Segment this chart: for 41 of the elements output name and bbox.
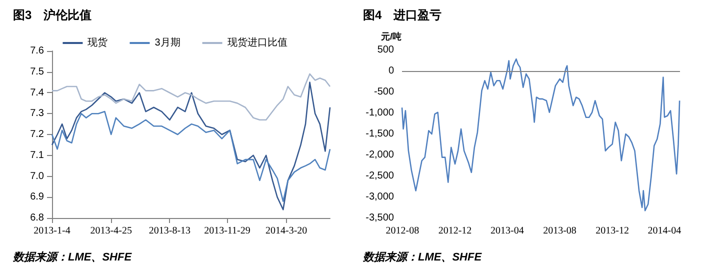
y-tick-label: -1,500 bbox=[366, 128, 394, 140]
y-axis-title: 元/吨 bbox=[380, 32, 402, 42]
x-tick-label: 2013-08 bbox=[543, 226, 576, 236]
y-tick-label: 7.1 bbox=[30, 150, 44, 161]
y-tick-label: -1,000 bbox=[366, 108, 394, 118]
chart-title: 图4 进口盈亏 bbox=[363, 8, 442, 22]
x-tick-label: 2013-11-29 bbox=[204, 226, 250, 236]
y-tick-label: 7.2 bbox=[30, 129, 44, 140]
x-tick-label: 2012-12 bbox=[438, 226, 472, 236]
line-series bbox=[401, 58, 680, 212]
x-tick-label: 2013-12 bbox=[596, 226, 630, 236]
legend-label: 现货 bbox=[88, 36, 108, 48]
source-note: 数据来源：LME、SHFE bbox=[362, 250, 482, 264]
y-tick-label: 6.8 bbox=[30, 212, 44, 224]
x-tick-label: 2013-8-13 bbox=[148, 226, 191, 236]
legend-label: 3月期 bbox=[154, 36, 180, 48]
y-tick-label: 0 bbox=[388, 66, 394, 76]
y-tick-label: -3,000 bbox=[366, 192, 394, 202]
x-tick-label: 2013-4-25 bbox=[90, 226, 132, 236]
y-tick-label: -2,000 bbox=[366, 150, 394, 160]
line-series bbox=[51, 82, 331, 210]
y-tick-label: 500 bbox=[377, 44, 394, 56]
y-tick-label: 7.3 bbox=[30, 108, 44, 120]
x-tick-label: 2014-3-20 bbox=[265, 226, 308, 236]
line-series bbox=[51, 110, 331, 202]
x-tick-label: 2013-1-4 bbox=[34, 226, 70, 236]
legend-label: 现货进口比值 bbox=[227, 36, 288, 48]
x-tick-label: 2012-08 bbox=[386, 226, 420, 236]
y-tick-label: -2,500 bbox=[366, 170, 394, 182]
y-tick-label: 6.9 bbox=[30, 192, 44, 203]
y-tick-label: -3,500 bbox=[366, 212, 394, 224]
chart-title: 图3 沪伦比值 bbox=[13, 8, 92, 22]
y-tick-label: 7.0 bbox=[30, 170, 44, 182]
y-tick-label: 7.6 bbox=[30, 46, 44, 56]
y-tick-label: -500 bbox=[374, 86, 394, 98]
line-series bbox=[51, 73, 331, 121]
source-note: 数据来源：LME、SHFE bbox=[12, 250, 132, 264]
y-tick-label: 7.4 bbox=[30, 87, 44, 98]
y-tick-label: 7.5 bbox=[30, 66, 44, 78]
x-tick-label: 2013-04 bbox=[490, 226, 524, 236]
x-tick-label: 2014-04 bbox=[648, 226, 682, 236]
